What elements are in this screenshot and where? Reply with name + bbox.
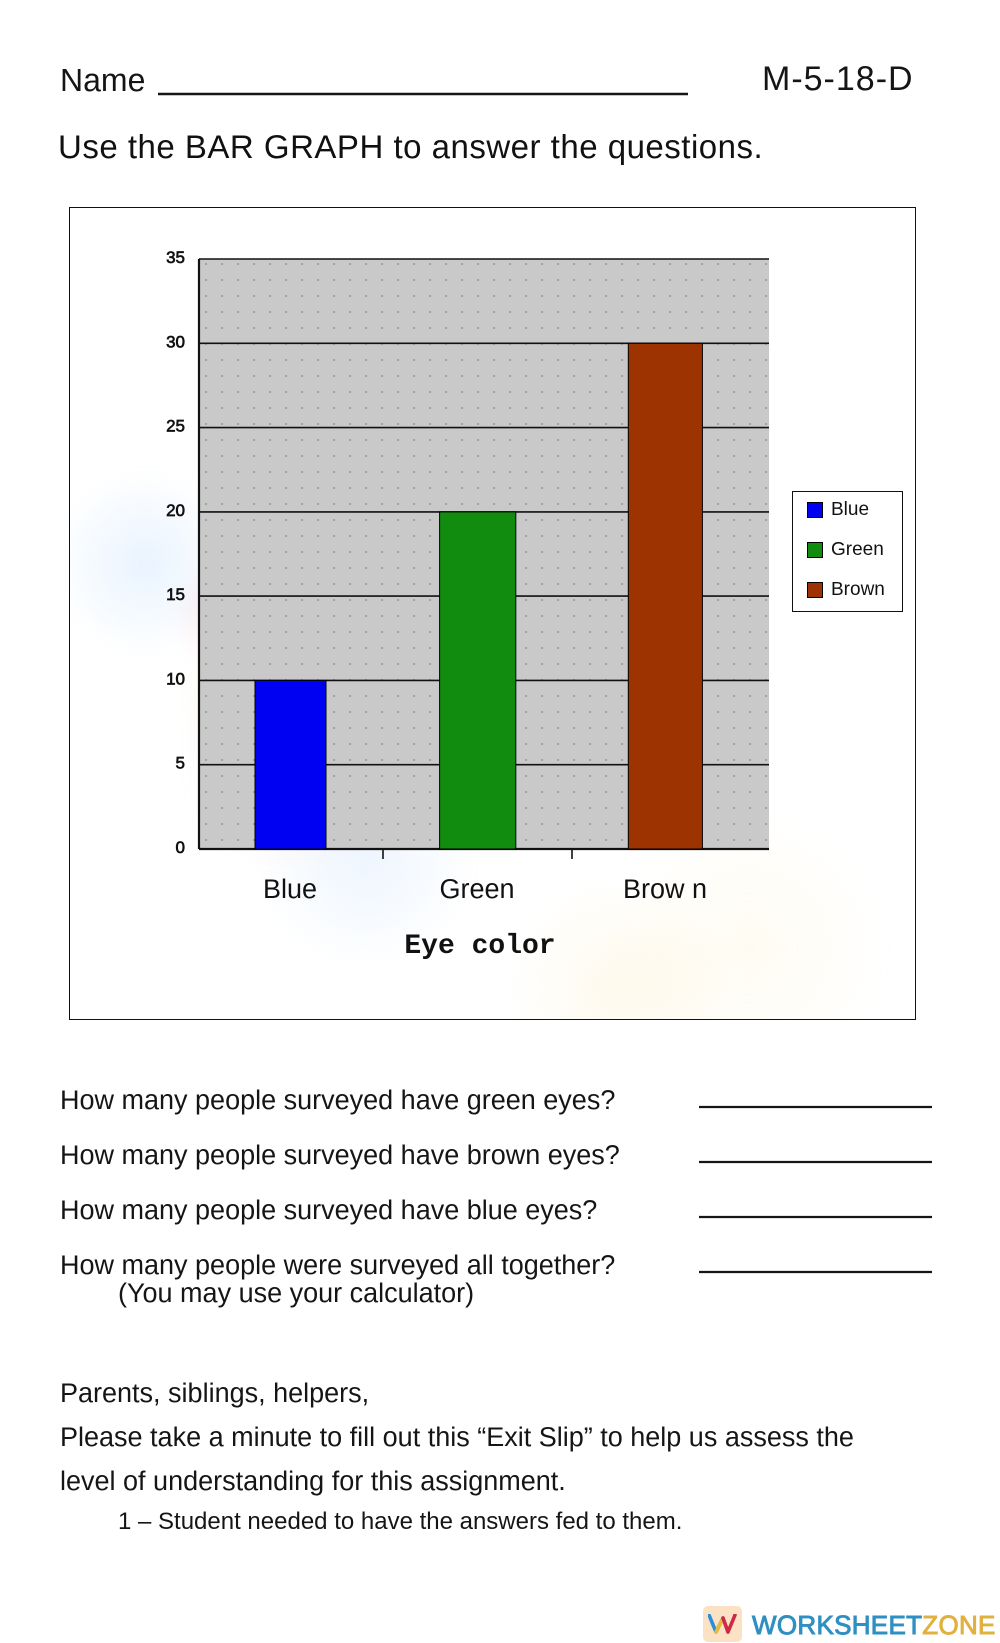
svg-text:30: 30 xyxy=(166,332,185,351)
svg-text:25: 25 xyxy=(166,417,185,436)
svg-text:Brow n: Brow n xyxy=(623,874,707,904)
svg-text:Green: Green xyxy=(439,874,514,904)
svg-text:20: 20 xyxy=(166,501,185,520)
svg-text:15: 15 xyxy=(166,585,185,604)
svg-text:10: 10 xyxy=(166,669,185,688)
svg-text:0: 0 xyxy=(176,838,186,857)
svg-text:Eye color: Eye color xyxy=(404,931,555,962)
svg-text:35: 35 xyxy=(166,248,185,267)
svg-text:5: 5 xyxy=(176,754,186,773)
svg-text:Blue: Blue xyxy=(263,874,317,904)
